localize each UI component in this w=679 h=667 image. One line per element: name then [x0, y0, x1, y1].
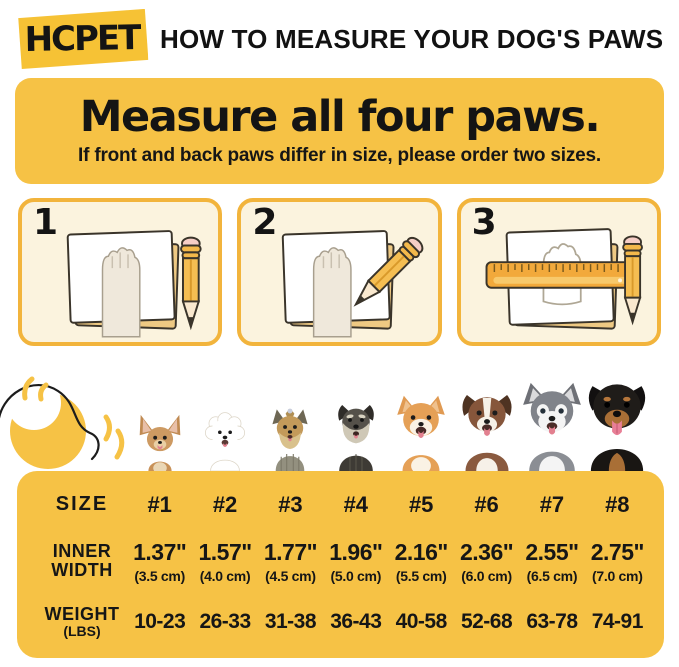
size-value: #7 [539, 491, 565, 517]
dog-image-australian-shepherd [462, 395, 512, 471]
pencil-icon [621, 235, 643, 326]
size-value: #1 [147, 491, 172, 517]
step-panel-3: 3 [456, 198, 661, 346]
inner-width-value: 1.96" (5.0 cm) [329, 538, 383, 584]
ruler-icon [485, 261, 637, 289]
inner-width-row-label: INNER WIDTH [51, 540, 113, 581]
step-panel-1: 1 [18, 198, 223, 346]
size-value: #3 [278, 491, 303, 517]
step-panel-2: 2 [237, 198, 442, 346]
size-value: #8 [605, 491, 630, 517]
dog-image-yorkshire-terrier [272, 408, 309, 471]
weight-value: 52-68 [460, 610, 513, 634]
paw-outline-icon [542, 243, 582, 306]
header: HCPET HOW TO MEASURE YOUR DOG'S PAWS [0, 0, 679, 78]
weight-value: 74-91 [591, 610, 644, 634]
inner-width-value: 2.75" (7.0 cm) [590, 538, 645, 584]
inner-width-row: INNER WIDTH 1.37" (3.5 cm) 1.57" (4.0 cm… [37, 539, 650, 584]
inner-width-value: 1.37" (3.5 cm) [133, 538, 187, 584]
dog-cell-8 [585, 373, 650, 471]
dog-cell-1 [127, 413, 192, 471]
dog-cell-2 [192, 409, 257, 471]
weight-value: 36-43 [330, 610, 382, 634]
dog-cell-5 [389, 391, 454, 471]
inner-width-value: 1.57" (4.0 cm) [198, 538, 252, 584]
size-value: #5 [408, 491, 434, 517]
paw-icon [313, 247, 353, 338]
size-row: SIZE #1 #2 #3 #4 #5 #6 #7 #8 [37, 492, 650, 518]
dogs-row [17, 346, 664, 471]
dog-cell-6 [454, 385, 519, 471]
brand-logo: HCPET [16, 9, 149, 69]
size-row-label: SIZE [55, 492, 109, 515]
size-chart: SIZE #1 #2 #3 #4 #5 #6 #7 #8 INNER WIDTH… [17, 471, 664, 658]
dog-cell-7 [519, 379, 584, 471]
step-number-3: 3 [471, 202, 497, 243]
paw-icon [101, 247, 141, 338]
hero-heading: Measure all four paws. [79, 91, 601, 142]
inner-width-value: 2.16" (5.5 cm) [394, 538, 449, 584]
hero-banner: Measure all four paws. If front and back… [15, 78, 664, 184]
dog-cell-3 [258, 405, 323, 471]
page-title: HOW TO MEASURE YOUR DOG'S PAWS [160, 23, 664, 54]
dog-image-bichon-frise [205, 412, 246, 471]
dog-image-miniature-schnauzer [338, 405, 374, 471]
size-value: #6 [474, 491, 499, 517]
pencil-icon [180, 236, 202, 331]
step-number-1: 1 [33, 202, 59, 243]
weight-value: 31-38 [264, 610, 317, 634]
weight-value: 26-33 [199, 610, 251, 634]
size-value: #2 [212, 491, 238, 517]
dog-cell-4 [323, 397, 388, 471]
weight-value: 40-58 [395, 610, 448, 634]
dog-image-rottweiler [589, 384, 646, 471]
inner-width-value: 2.36" (6.0 cm) [459, 538, 514, 584]
weight-value: 10-23 [134, 610, 186, 634]
squiggle-doodle-icon [0, 376, 125, 469]
weight-row: WEIGHT (LBS) 10-23 26-33 31-38 36-43 40-… [37, 603, 650, 640]
step-1-illustration [66, 230, 202, 338]
brand-logo-text: HCPET [24, 18, 140, 60]
dog-image-husky [523, 382, 581, 471]
dog-image-shiba-inu [397, 395, 445, 471]
weight-row-label: WEIGHT (LBS) [44, 603, 120, 640]
inner-width-value: 1.77" (4.5 cm) [263, 538, 318, 584]
step-number-2: 2 [252, 202, 278, 243]
measurement-steps: 1 2 [18, 198, 661, 346]
dogs-lineup [0, 346, 679, 471]
pencil-icon [353, 236, 424, 307]
inner-width-value: 2.55" (6.5 cm) [525, 538, 579, 584]
step-3-illustration [485, 228, 643, 330]
size-value: #4 [343, 491, 369, 517]
weight-value: 63-78 [526, 610, 578, 634]
hero-subheading: If front and back paws differ in size, p… [78, 145, 601, 167]
step-2-illustration [282, 230, 424, 338]
dog-image-chihuahua [139, 414, 180, 471]
